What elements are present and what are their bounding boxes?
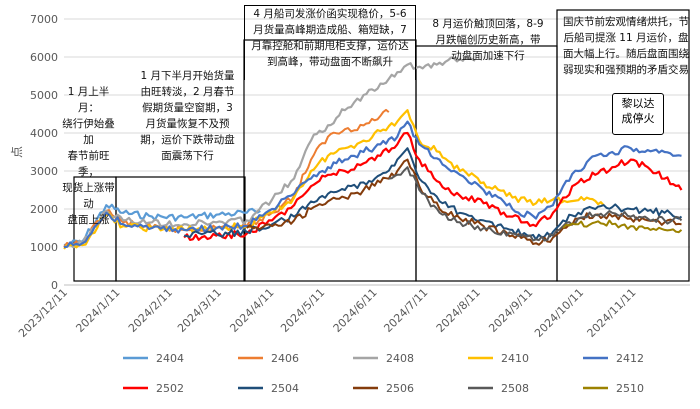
series-line-2510 xyxy=(562,219,683,234)
annotation-boxes xyxy=(73,9,690,282)
y-tick-label: 3000 xyxy=(30,165,58,178)
y-tick-label: 5000 xyxy=(30,89,58,102)
y-tick-label: 6000 xyxy=(30,51,58,64)
x-tick-label: 2024/9/11 xyxy=(486,286,535,335)
legend-label-2510: 2510 xyxy=(616,382,644,395)
y-tick-label: 2000 xyxy=(30,203,58,216)
x-tick-label: 2024/6/11 xyxy=(331,286,380,335)
legend-label-2410: 2410 xyxy=(501,352,529,365)
legend-label-2408: 2408 xyxy=(386,352,414,365)
annotation-a5: 国庆节前宏观情绪烘托，节 后船司提涨 11 月运价，盘 面大幅上行。随后盘面围绕 弱现… xyxy=(563,16,689,76)
legend-label-2406: 2406 xyxy=(271,352,299,365)
legend-label-2508: 2508 xyxy=(501,382,529,395)
series-line-2412 xyxy=(63,120,682,249)
series-line-2508 xyxy=(388,166,683,242)
x-tick-label: 2023/12/11 xyxy=(16,286,70,340)
series-line-2502 xyxy=(183,131,683,241)
series-line-2504 xyxy=(183,147,683,241)
annotation-callout: 黎以达 成停火 xyxy=(612,93,664,135)
series-line-2408 xyxy=(63,55,476,249)
annotation-a2: 1 月下半月开始货量 由旺转淡，2 月春节 假期货量空窗期，3 月货量恢复不及预 期，运… xyxy=(140,70,235,162)
x-tick-label: 2024/7/11 xyxy=(381,286,430,335)
annotation-a4: 8 月运价触顶回落，8-9 月跌幅创历史新高，带 动盘面加速下行 xyxy=(432,18,544,62)
x-tick-label: 2024/3/11 xyxy=(175,286,224,335)
x-tick-label: 2024/10/11 xyxy=(532,286,586,340)
x-tick-label: 2024/11/11 xyxy=(585,286,639,340)
x-tick-labels: 2023/12/11 2024/1/11 2024/2/11 2024/3/11 202… xyxy=(16,286,639,340)
y-tick-label: 1000 xyxy=(30,241,58,254)
box-a2 xyxy=(115,176,246,282)
y-axis-label: 点 xyxy=(10,146,24,158)
x-tick-label: 2024/4/11 xyxy=(227,286,276,335)
series-line-2506 xyxy=(246,158,682,246)
y-tick-label: 4000 xyxy=(30,127,58,140)
legend-label-2504: 2504 xyxy=(271,382,299,395)
legend-label-2412: 2412 xyxy=(616,352,644,365)
series-line-2404 xyxy=(63,203,261,247)
legend-label-2502: 2502 xyxy=(156,382,184,395)
x-tick-label: 2024/5/11 xyxy=(278,286,327,335)
box-a5 xyxy=(556,9,690,282)
legend-label-2506: 2506 xyxy=(386,382,414,395)
y-tick-label: 0 xyxy=(51,279,58,292)
series-lines xyxy=(63,55,683,250)
annotation-a1: 1 月上半月： 绕行伊始叠加 春节前旺季， 现货上涨带动 盘面上涨 xyxy=(62,86,115,226)
annotation-a3: 4 月船司发涨价函实现稳价，5-6 月货量高峰期造成船、箱短缺，7 月靠控舱和前期甩… xyxy=(244,5,416,80)
box-a4 xyxy=(415,45,558,282)
y-tick-labels: 0 1000 2000 3000 4000 5000 6000 7000 xyxy=(30,13,58,292)
legend-label-2404: 2404 xyxy=(156,352,184,365)
x-tick-label: 2024/2/11 xyxy=(126,286,175,335)
x-tick-label: 2024/8/11 xyxy=(434,286,483,335)
gridlines xyxy=(64,18,690,286)
legend: 2404 2406 2408 2410 2412 2502 2504 2506 2508 2510 xyxy=(123,352,644,395)
x-tick-label: 2024/1/11 xyxy=(73,286,122,335)
y-tick-label: 7000 xyxy=(30,13,58,26)
